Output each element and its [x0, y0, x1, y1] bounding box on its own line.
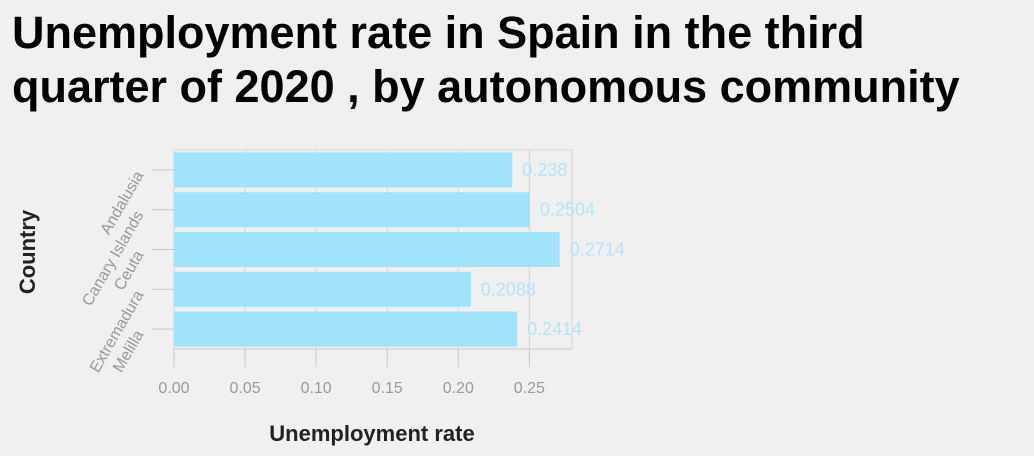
x-tick-label-5: 0.25 — [514, 380, 545, 397]
x-tick-label-0: 0.00 — [158, 380, 189, 397]
data-label-5: 0.2414 — [527, 319, 582, 339]
bar-3 — [174, 231, 560, 268]
chart-title-line-1: Unemployment rate in Spain in the third — [12, 7, 865, 58]
bar-1 — [174, 152, 513, 188]
data-label-2: 0.2504 — [540, 200, 595, 220]
x-tick-label-1: 0.05 — [230, 380, 261, 397]
bar-4 — [174, 271, 471, 307]
chart-title-line-2: quarter of 2020 , by autonomous communit… — [12, 61, 960, 112]
x-tick-label-4: 0.20 — [443, 380, 474, 397]
y-axis-title: Country — [15, 209, 40, 294]
x-axis-title: Unemployment rate — [269, 421, 474, 446]
data-label-1: 0.238 — [522, 160, 567, 180]
data-label-4: 0.2088 — [481, 279, 536, 299]
x-tick-label-2: 0.10 — [301, 380, 332, 397]
bar-5 — [174, 311, 518, 347]
data-label-3: 0.2714 — [570, 240, 625, 260]
bar-2 — [174, 192, 530, 228]
x-tick-label-3: 0.15 — [372, 380, 403, 397]
bars: 0.238 0.2504 0.2714 0.2088 0.2414 — [174, 152, 625, 347]
